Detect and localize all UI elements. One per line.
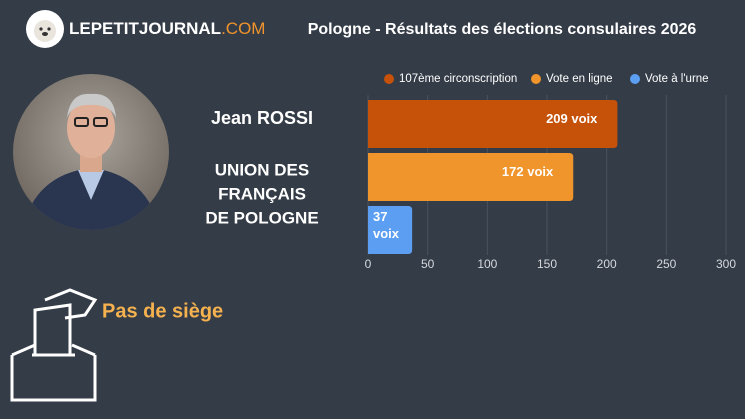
- legend-marker: [384, 74, 394, 84]
- value-label: 172 voix: [501, 164, 554, 179]
- value-label: 209 voix: [546, 111, 598, 126]
- legend-label: Vote à l'urne: [645, 73, 709, 85]
- legend-label: Vote en ligne: [546, 73, 613, 85]
- result: Pas de siège: [102, 300, 223, 322]
- list-name: FRANÇAIS: [218, 184, 306, 203]
- x-tick-label: 250: [656, 257, 676, 271]
- x-tick-label: 0: [365, 257, 372, 271]
- logo-icon: [26, 10, 64, 48]
- candidate-name: Jean ROSSI: [211, 108, 313, 128]
- title: Pologne - Résultats des élections consul…: [308, 21, 697, 38]
- value-label-box: 37 voix: [373, 209, 400, 241]
- legend-marker: [630, 74, 640, 84]
- x-tick-label: 50: [421, 257, 435, 271]
- logo-suffix: .COM: [221, 19, 265, 38]
- logo: LEPETITJOURNAL.COM: [69, 19, 265, 38]
- x-tick-label: 100: [477, 257, 497, 271]
- value-label-box: 172 voix: [501, 164, 554, 179]
- list-name: UNION DES: [215, 160, 309, 179]
- legend-label: 107ème circonscription: [399, 73, 517, 85]
- x-tick-label: 150: [537, 257, 557, 271]
- legend-marker: [531, 74, 541, 84]
- photo: [13, 74, 169, 230]
- value-label-box: 209 voix: [546, 111, 598, 126]
- ballot-icon: [10, 288, 98, 402]
- list-name: DE POLOGNE: [205, 208, 318, 227]
- x-tick-label: 200: [597, 257, 617, 271]
- value-label: 37 voix: [373, 209, 400, 241]
- logo-text: LEPETITJOURNAL: [69, 19, 221, 38]
- bar: [368, 153, 574, 201]
- bar: [368, 100, 618, 148]
- bar: [368, 206, 413, 254]
- x-tick-label: 300: [716, 257, 736, 271]
